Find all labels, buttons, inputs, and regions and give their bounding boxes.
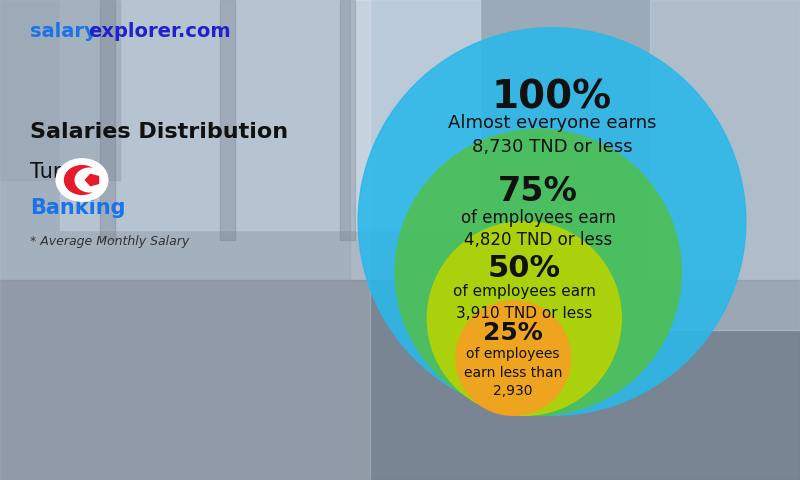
Bar [60,0,480,230]
Text: Almost everyone earns: Almost everyone earns [448,114,656,132]
Text: * Average Monthly Salary: * Average Monthly Salary [30,235,190,248]
Bar [650,0,800,330]
Bar [0,280,800,480]
Text: Tunisia: Tunisia [30,162,102,182]
Text: 25%: 25% [483,321,543,345]
Text: salary: salary [30,22,97,41]
Bar [100,0,115,240]
Circle shape [56,159,108,201]
Text: 8,730 TND or less: 8,730 TND or less [472,138,632,156]
Text: 3,910 TND or less: 3,910 TND or less [456,306,593,321]
Circle shape [395,129,682,415]
Circle shape [456,301,570,415]
Circle shape [427,222,622,415]
Text: 75%: 75% [498,175,578,208]
Text: Salaries Distribution: Salaries Distribution [30,122,288,142]
Bar [0,0,370,480]
Text: Banking: Banking [30,198,126,218]
Text: of employees earn: of employees earn [453,284,596,300]
Text: 4,820 TND or less: 4,820 TND or less [464,231,612,249]
Text: 2,930: 2,930 [494,384,533,398]
Text: 100%: 100% [492,78,612,117]
Circle shape [65,166,99,194]
Text: explorer.com: explorer.com [88,22,230,41]
Bar [340,0,355,240]
Circle shape [75,168,104,192]
Bar [220,0,235,240]
Text: 50%: 50% [488,254,561,283]
Bar [0,0,350,480]
Circle shape [358,28,746,415]
Bar [0,0,120,180]
Text: earn less than: earn less than [464,366,562,380]
Text: of employees: of employees [466,347,560,361]
Text: of employees earn: of employees earn [461,209,615,227]
